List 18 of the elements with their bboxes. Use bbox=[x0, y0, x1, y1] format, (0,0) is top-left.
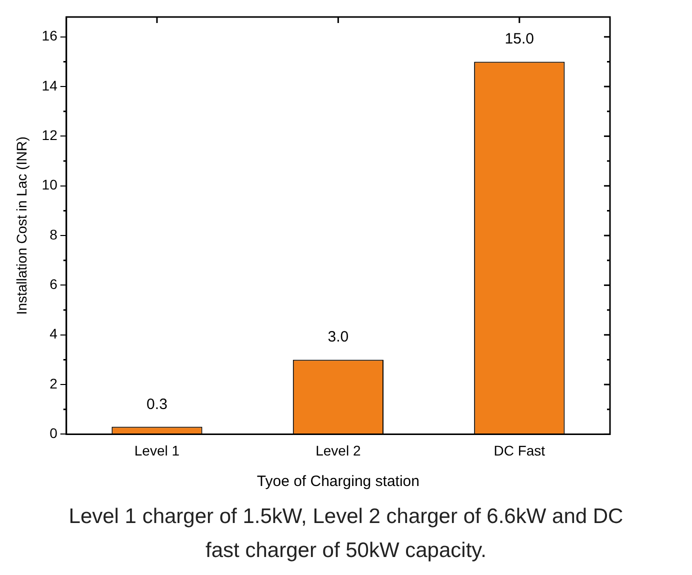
x-tick-label: DC Fast bbox=[494, 442, 546, 458]
y-tick-label: 2 bbox=[50, 375, 58, 392]
data-label: 15.0 bbox=[504, 30, 534, 48]
y-tick-label: 14 bbox=[42, 77, 58, 94]
y-tick-label: 10 bbox=[42, 176, 58, 193]
data-label: 0.3 bbox=[146, 396, 168, 413]
y-tick-label: 4 bbox=[50, 326, 58, 342]
y-tick-label: 8 bbox=[50, 226, 58, 242]
y-axis-title: Installation Cost in Lac (INR) bbox=[13, 136, 30, 315]
y-tick-label: 16 bbox=[42, 28, 58, 44]
x-tick-label: Level 2 bbox=[316, 442, 361, 458]
y-tick-label: 12 bbox=[42, 127, 58, 144]
y-tick-label: 0 bbox=[50, 425, 58, 442]
x-axis-title: Tyoe of Charging station bbox=[256, 473, 420, 490]
text: Level 1 charger of 1.5kW, Level 2 charger of 6.6kW and DC fast charger of 50kW capacity. bbox=[68, 504, 624, 564]
data-label: 3.0 bbox=[328, 328, 349, 346]
x-tick-label: Level 1 bbox=[134, 442, 180, 458]
y-tick-label: 6 bbox=[50, 276, 58, 292]
